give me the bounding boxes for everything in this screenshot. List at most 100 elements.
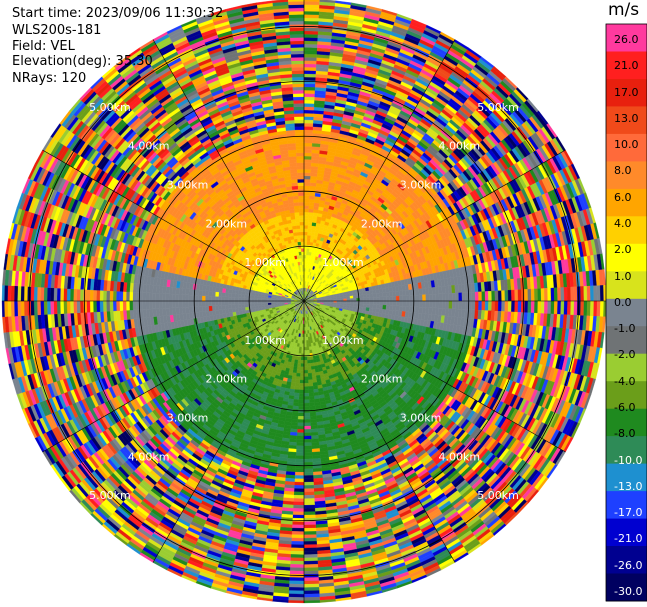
gate-cell — [567, 300, 572, 316]
gate-cell — [343, 296, 347, 300]
gate-cell — [303, 33, 319, 38]
gate-cell — [303, 221, 309, 226]
gate-cell — [590, 285, 595, 302]
gate-cell — [409, 295, 413, 302]
gate-cell — [303, 244, 308, 249]
gate-cell — [471, 300, 476, 311]
gate-cell — [455, 300, 459, 310]
gate-cell — [461, 292, 466, 302]
gate-cell — [352, 303, 357, 307]
gate-cell — [392, 305, 397, 311]
gate-cell — [303, 17, 319, 22]
gate-cell — [392, 300, 397, 306]
gate-cell — [570, 300, 575, 316]
gate-cell — [303, 53, 318, 58]
gate-cell — [524, 289, 529, 302]
gate-cell — [567, 286, 572, 302]
gate-cell — [378, 288, 383, 294]
gate-cell — [547, 287, 552, 302]
gate-cell — [365, 307, 370, 312]
gate-cell — [308, 208, 314, 213]
gate-cell — [303, 172, 311, 177]
gate-cell — [303, 73, 317, 78]
gate-cell — [418, 306, 423, 314]
gate-cell — [590, 300, 595, 317]
gate-cell — [303, 146, 313, 150]
gate-cell — [303, 178, 311, 183]
gate-cell — [517, 300, 522, 313]
gate-cell — [402, 290, 407, 296]
gate-cell — [511, 300, 516, 313]
gate-cell — [484, 291, 489, 302]
gate-cell — [308, 202, 315, 207]
gate-cell — [303, 14, 320, 19]
gate-cell — [356, 300, 361, 305]
gate-cell — [448, 293, 453, 302]
gate-cell — [425, 300, 430, 308]
gate-cell — [524, 300, 529, 313]
gate-cell — [352, 292, 357, 296]
gate-cell — [379, 304, 384, 310]
gate-cell — [349, 295, 354, 299]
gate-cell — [385, 305, 390, 311]
gate-cell — [303, 218, 309, 223]
gate-cell — [534, 288, 539, 302]
gate-cell — [488, 300, 492, 311]
gate-cell — [448, 300, 453, 309]
gate-cell — [379, 292, 384, 298]
gate-cell — [438, 300, 443, 309]
gate-cell — [497, 300, 502, 312]
gate-cell — [451, 292, 456, 302]
gate-cell — [573, 286, 578, 302]
gate-cell — [303, 198, 310, 203]
gate-cell — [379, 296, 384, 302]
gate-cell — [379, 300, 384, 306]
gate-cell — [303, 93, 316, 98]
gate-cell — [372, 297, 377, 302]
gate-cell — [339, 296, 344, 300]
gate-cell — [412, 300, 417, 308]
gate-cell — [308, 205, 315, 210]
gate-cell — [540, 300, 545, 314]
gate-cell — [537, 300, 542, 314]
gate-cell — [425, 294, 430, 302]
gate-cell — [494, 300, 499, 312]
gate-cell — [363, 297, 367, 302]
gate-cell — [308, 215, 314, 220]
gate-cell — [583, 300, 588, 316]
gate-cell — [599, 285, 604, 302]
gate-cell — [303, 27, 319, 32]
gate-cell — [303, 175, 311, 180]
gate-cell — [392, 296, 397, 302]
gate-cell — [547, 300, 552, 315]
gate-cell — [435, 293, 440, 302]
gate-cell — [520, 289, 525, 302]
gate-cell — [445, 300, 450, 309]
gate-cell — [471, 291, 476, 302]
gate-cell — [451, 300, 456, 310]
gate-cell — [306, 238, 311, 243]
gate-cell — [303, 43, 318, 48]
gate-cell — [303, 215, 309, 219]
gate-cell — [303, 7, 320, 12]
gate-cell — [481, 291, 486, 302]
gate-cell — [303, 109, 315, 114]
gate-cell — [303, 258, 307, 262]
gate-cell — [362, 303, 367, 308]
gate-cell — [308, 212, 314, 216]
gate-cell — [303, 192, 310, 196]
gate-cell — [303, 248, 307, 252]
gate-cell — [432, 300, 436, 309]
gate-cell — [303, 159, 312, 163]
gate-cell — [376, 300, 380, 306]
gate-cell — [343, 300, 347, 304]
gate-cell — [458, 300, 463, 310]
gate-cell — [303, 238, 308, 242]
gate-cell — [395, 305, 400, 312]
gate-cell — [586, 300, 591, 317]
gate-cell — [504, 290, 509, 302]
gate-cell — [491, 290, 496, 302]
gate-cell — [311, 222, 317, 227]
gate-cell — [303, 162, 312, 167]
gate-cell — [583, 286, 588, 302]
